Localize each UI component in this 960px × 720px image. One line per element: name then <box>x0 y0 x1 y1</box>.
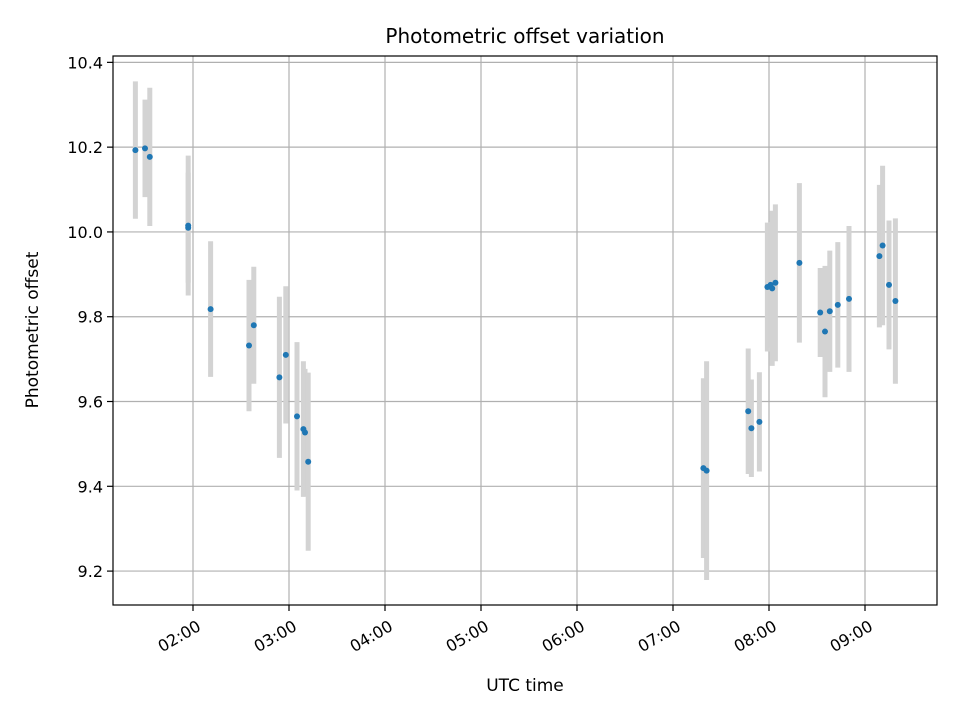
data-point <box>207 306 214 313</box>
x-axis-label: UTC time <box>486 676 564 696</box>
data-point <box>250 322 257 329</box>
data-point <box>769 285 776 292</box>
data-point <box>745 408 752 415</box>
data-point <box>879 242 886 249</box>
data-point <box>246 342 252 349</box>
data-point <box>892 298 899 305</box>
data-point <box>796 259 803 266</box>
data-point <box>142 145 148 152</box>
data-point <box>185 224 192 231</box>
data-point <box>817 309 824 316</box>
chart-title: Photometric offset variation <box>385 24 664 48</box>
data-point <box>146 153 153 160</box>
data-point <box>132 147 139 154</box>
y-tick-label: 10.2 <box>67 138 103 157</box>
data-point <box>276 374 283 381</box>
grid <box>113 56 937 605</box>
data-points <box>132 145 899 474</box>
data-point <box>822 328 828 335</box>
data-point <box>772 279 779 286</box>
data-point <box>703 467 710 474</box>
data-point <box>826 308 833 315</box>
plot-frame <box>112 55 938 606</box>
data-point <box>834 301 841 308</box>
data-point <box>846 295 852 302</box>
y-tick-label: 10.4 <box>67 53 103 72</box>
data-point <box>302 429 308 436</box>
y-tick-label: 10.0 <box>67 223 103 242</box>
y-tick-label: 9.8 <box>78 308 103 327</box>
data-point <box>756 418 763 425</box>
data-point <box>886 281 892 288</box>
data-point <box>294 413 300 420</box>
y-tick-label: 9.4 <box>78 477 103 496</box>
data-point <box>282 351 289 358</box>
data-point <box>305 458 312 465</box>
y-tick-label: 9.2 <box>78 562 103 581</box>
y-axis-label: Photometric offset <box>23 251 43 408</box>
data-point <box>876 253 883 260</box>
y-tick-label: 9.6 <box>78 393 103 412</box>
data-point <box>748 425 755 432</box>
